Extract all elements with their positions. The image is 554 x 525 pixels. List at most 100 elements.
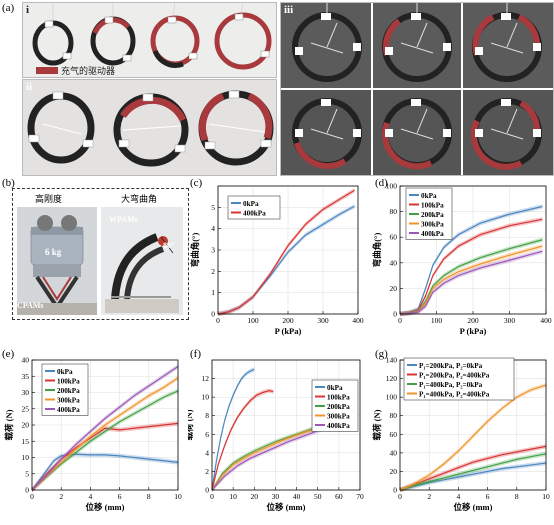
legend-label-0: P₁=200kPa, P₂=0kPa	[419, 362, 483, 370]
b-cpams-label: CPAMs	[17, 301, 44, 310]
panel-label-f: (f)	[190, 348, 201, 360]
x-tick-label: 400	[352, 316, 364, 325]
y-tick-label: 0	[393, 486, 397, 495]
panel-label-g: (g)	[375, 348, 388, 360]
b-weight-label: 6 kg	[45, 247, 62, 257]
actuator-rings-ii	[27, 90, 274, 167]
legend-label-2: 200kPa	[57, 387, 80, 395]
series-line-0	[399, 205, 543, 315]
y-tick-label: 100	[386, 182, 398, 191]
y-tick-label: 2	[211, 267, 215, 276]
x-tick-label: 200	[467, 316, 479, 325]
x-tick-label: 400	[540, 316, 552, 325]
series-line-3	[211, 428, 318, 491]
y-tick-label: 0	[393, 310, 397, 319]
x-tick-label: 2	[427, 492, 431, 501]
photo-a-iii	[280, 2, 554, 176]
y-tick-label: 25	[22, 404, 30, 413]
chart-c: 0 100 200 300 400 0 1 2 3 4 5 P (kPa) 弯曲角(°) 0kPa400k…	[190, 185, 364, 336]
series-line-1	[211, 390, 274, 491]
y-tick-label: 8	[205, 411, 209, 420]
y-tick-label: 100	[386, 393, 398, 402]
legend-label-1: P₁=200kPa, P₂=400kPa	[419, 371, 490, 379]
legend-label-2: 200kPa	[421, 211, 444, 219]
y-axis-label: 载荷 (N)	[188, 409, 194, 440]
legend-label-3: P₁=400kPa, P₂=400kPa	[419, 390, 490, 398]
x-tick-label: 0	[30, 492, 34, 501]
series-line-0	[217, 205, 355, 315]
panel-label-c: (c)	[190, 177, 203, 189]
y-tick-label: 140	[386, 356, 398, 365]
y-axis-label: 载荷 (N)	[4, 409, 14, 440]
y-tick-label: 2	[205, 467, 209, 476]
photo-b-left	[17, 207, 97, 315]
x-tick-label: 10	[229, 492, 237, 501]
series-band-3	[400, 243, 543, 317]
x-axis-label: 位移 (mm)	[267, 502, 306, 512]
legend-swatch-inflated	[36, 67, 58, 74]
y-tick-label: 0	[205, 486, 209, 495]
series-line-1	[399, 445, 547, 491]
y-axis-label: 弯曲角(°)	[190, 233, 200, 268]
series-line-2	[211, 426, 318, 491]
legend-label-3: 300kPa	[327, 412, 350, 420]
sub-label-i: i	[26, 4, 30, 16]
sub-label-iii: iii	[284, 4, 294, 16]
y-tick-label: 4	[211, 224, 215, 233]
y-tick-label: 120	[386, 374, 398, 383]
series-line-3	[399, 384, 547, 491]
legend-text-inflated: 充气的驱动器	[61, 67, 116, 77]
y-tick-label: 3	[211, 246, 215, 255]
series-band-3	[400, 382, 546, 493]
legend-inflated-actuator: 充气的驱动器	[36, 64, 115, 77]
wpams-apparatus	[105, 233, 179, 313]
x-tick-label: 4	[89, 492, 93, 501]
panel-a: i 充气的驱动器 ii	[22, 2, 554, 176]
y-tick-label: 12	[202, 374, 210, 383]
x-axis-label: P (kPa)	[460, 326, 487, 336]
series-line-1	[399, 218, 543, 315]
series-line-1	[31, 422, 179, 491]
y-tick-label: 0	[25, 486, 29, 495]
photo-b-right	[101, 207, 183, 315]
y-tick-label: 35	[22, 372, 30, 381]
y-tick-label: 80	[390, 411, 398, 420]
y-axis-label: 弯曲角(°)	[372, 233, 382, 268]
b-right-title: 大弯曲角	[121, 195, 158, 205]
x-tick-label: 10	[174, 492, 182, 501]
series-band-4	[32, 364, 178, 493]
x-tick-label: 20	[251, 492, 259, 501]
series-line-0	[211, 368, 255, 491]
legend-label-4: 400kPa	[57, 406, 80, 414]
y-tick-label: 40	[22, 356, 30, 365]
legend-label-1: 100kPa	[327, 393, 350, 401]
series-band-0	[218, 204, 355, 317]
x-tick-label: 0	[398, 316, 402, 325]
series-band-2	[400, 237, 543, 317]
x-tick-label: 300	[504, 316, 516, 325]
chart-d: 0 100 200 300 400 0 20 40 60 80 100 P (kPa) 弯曲角(°) 0k…	[372, 182, 552, 337]
legend-label-0: 0kPa	[327, 384, 343, 392]
legend-label-4: 400kPa	[327, 422, 350, 430]
series-line-3	[31, 377, 179, 491]
x-tick-label: 6	[486, 492, 490, 501]
y-tick-label: 10	[202, 393, 210, 402]
x-tick-label: 0	[210, 492, 214, 501]
x-tick-label: 300	[317, 316, 329, 325]
x-tick-label: 0	[216, 316, 220, 325]
panel-label-b: (b)	[2, 177, 15, 189]
legend-box	[311, 379, 359, 432]
y-tick-label: 30	[22, 388, 30, 397]
legend-label-0: 0kPa	[421, 192, 437, 200]
series-line-4	[399, 250, 543, 315]
legend-box	[403, 357, 515, 401]
x-tick-label: 200	[282, 316, 294, 325]
panel-label-a: (a)	[2, 2, 15, 14]
x-tick-label: 70	[356, 492, 364, 501]
panel-label-d: (d)	[375, 177, 388, 189]
cpams-apparatus	[17, 215, 97, 315]
x-axis-label: 位移 (mm)	[86, 502, 125, 512]
legend-label-2: 200kPa	[327, 403, 350, 411]
legend-box	[41, 363, 89, 416]
series-band-2	[32, 388, 178, 493]
